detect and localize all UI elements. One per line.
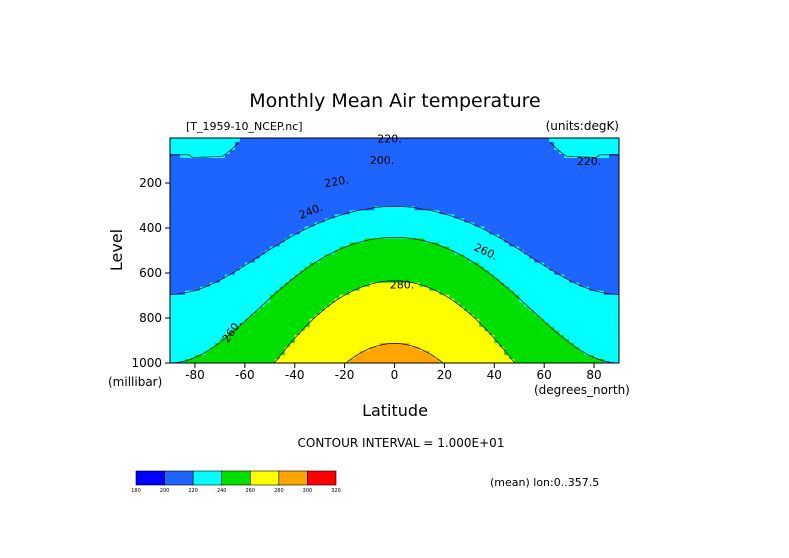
contour-line-240 (170, 236, 619, 363)
colorbar-label: 200 (160, 488, 170, 494)
x-tick-label: 40 (487, 368, 502, 382)
contour-line-220 (170, 142, 619, 295)
x-tick-label: 60 (537, 368, 552, 382)
contour-label: 220. (577, 155, 602, 168)
contour-label: 220. (377, 133, 402, 146)
colorbar-swatch (278, 470, 308, 486)
mean-lon-text: (mean) lon:0..357.5 (490, 476, 599, 489)
colorbar-swatch (221, 470, 251, 486)
y-axis-label: Level (107, 229, 126, 271)
y-axis: 200 400 600 800 1000 (131, 176, 170, 370)
chart-title: Monthly Mean Air temperature (249, 90, 540, 112)
colorbar-swatch (249, 470, 280, 486)
filled-contour-bands (170, 138, 619, 363)
contour-label: 280. (390, 278, 415, 291)
x-axis: -80 -60 -40 -20 0 20 40 60 80 (185, 363, 602, 382)
x-tick-label: -60 (235, 368, 255, 382)
x-axis-label: Latitude (362, 401, 428, 420)
colorbar-swatch (135, 470, 165, 486)
contour-interval-text: CONTOUR INTERVAL = 1.000E+01 (298, 436, 505, 450)
y-tick-label: 400 (139, 221, 162, 235)
x-tick-label: 0 (391, 368, 399, 382)
y-tick-label: 800 (139, 311, 162, 325)
y-tick-label: 200 (139, 176, 162, 190)
colorbar-label: 300 (303, 488, 313, 494)
colorbar-label: 220 (188, 488, 198, 494)
x-tick-label: -80 (185, 368, 205, 382)
colorbar-label: 280 (274, 488, 284, 494)
x-unit-label: (degrees_north) (534, 383, 630, 397)
contour-label: 200. (370, 154, 395, 167)
x-tick-label: 80 (586, 368, 601, 382)
colorbar-label: 180 (131, 488, 141, 494)
colorbar-label: 320 (331, 488, 341, 494)
contour-line-260 (274, 280, 515, 363)
y-tick-label: 1000 (131, 356, 162, 370)
x-tick-label: -40 (285, 368, 305, 382)
colorbar-swatch (164, 470, 194, 486)
units-label: (units:degK) (546, 119, 619, 133)
contour-lines (170, 142, 619, 363)
colorbar-swatch (192, 470, 223, 486)
x-tick-label: 20 (437, 368, 452, 382)
contour-line-280 (345, 343, 444, 363)
colorbar-swatch (307, 470, 337, 486)
source-file-label: [T_1959-10_NCEP.nc] (186, 120, 303, 133)
colorbar-label: 240 (217, 488, 227, 494)
y-unit-label: (millibar) (108, 375, 162, 389)
colorbar: 180 200 220 240 260 280 300 320 (131, 470, 341, 494)
colorbar-label: 260 (246, 488, 256, 494)
x-tick-label: -20 (335, 368, 355, 382)
contour-label: 220. (323, 173, 349, 190)
y-tick-label: 600 (139, 266, 162, 280)
